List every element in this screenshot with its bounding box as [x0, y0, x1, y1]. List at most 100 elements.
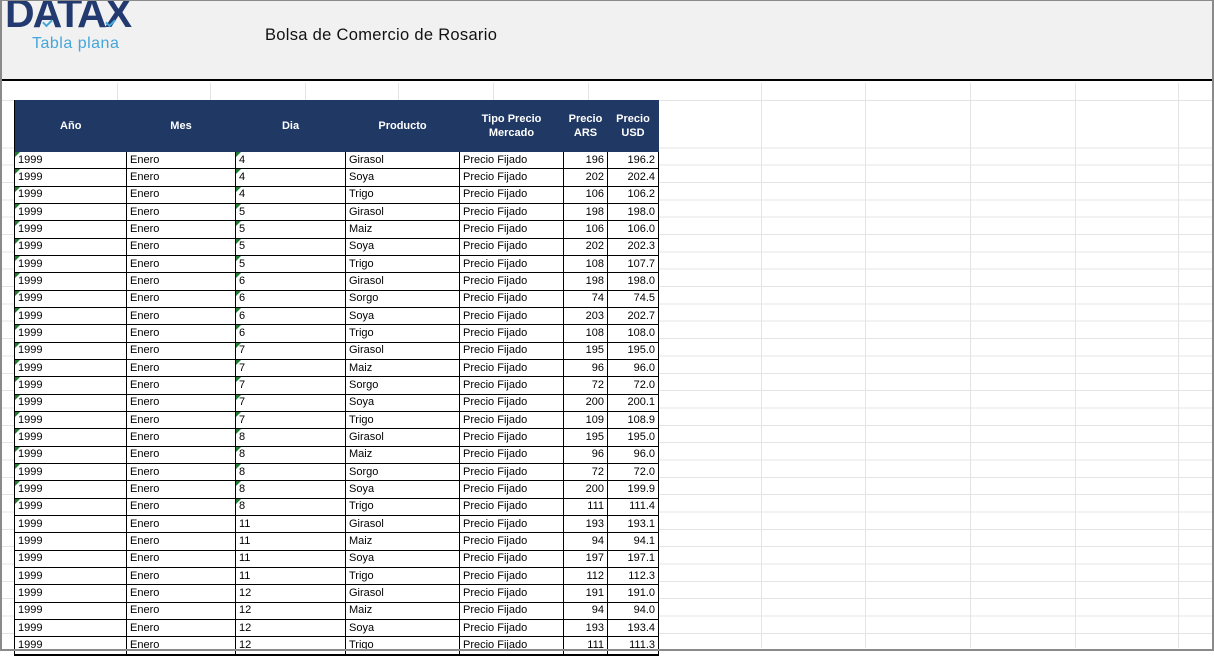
cell-year[interactable]: 1999: [14, 168, 127, 187]
column-header-mes[interactable]: Mes: [126, 100, 236, 152]
cell-price-type[interactable]: Precio Fijado: [459, 584, 564, 603]
cell-month[interactable]: Enero: [126, 428, 236, 447]
cell-month[interactable]: Enero: [126, 324, 236, 343]
cell-price-type[interactable]: Precio Fijado: [459, 342, 564, 360]
cell-month[interactable]: Enero: [126, 290, 236, 308]
cell-price-usd[interactable]: 108.0: [607, 324, 659, 343]
cell-day[interactable]: 5: [235, 220, 346, 239]
cell-price-usd[interactable]: 112.3: [607, 567, 659, 586]
cell-price-usd[interactable]: 106.0: [607, 220, 659, 239]
cell-price-ars[interactable]: 94: [563, 602, 608, 620]
cell-product[interactable]: Maiz: [345, 359, 460, 378]
cell-day[interactable]: 7: [235, 376, 346, 395]
cell-price-usd[interactable]: 74.5: [607, 290, 659, 308]
cell-day[interactable]: 6: [235, 307, 346, 326]
cell-price-ars[interactable]: 112: [563, 567, 608, 586]
cell-price-type[interactable]: Precio Fijado: [459, 220, 564, 239]
cell-product[interactable]: Sorgo: [345, 376, 460, 395]
cell-day[interactable]: 11: [235, 550, 346, 568]
cell-month[interactable]: Enero: [126, 480, 236, 499]
cell-price-type[interactable]: Precio Fijado: [459, 428, 564, 447]
cell-day[interactable]: 6: [235, 272, 346, 291]
cell-day[interactable]: 4: [235, 186, 346, 204]
cell-day[interactable]: 7: [235, 394, 346, 412]
cell-product[interactable]: Trigo: [345, 255, 460, 274]
cell-price-ars[interactable]: 96: [563, 446, 608, 464]
cell-year[interactable]: 1999: [14, 220, 127, 239]
cell-product[interactable]: Sorgo: [345, 463, 460, 482]
cell-price-usd[interactable]: 72.0: [607, 376, 659, 395]
cell-price-type[interactable]: Precio Fijado: [459, 619, 564, 638]
cell-product[interactable]: Trigo: [345, 636, 460, 656]
cell-price-usd[interactable]: 200.1: [607, 394, 659, 412]
cell-day[interactable]: 6: [235, 324, 346, 343]
column-header-tipo-precio-mercado[interactable]: Tipo Precio Mercado: [459, 100, 564, 152]
cell-day[interactable]: 5: [235, 255, 346, 274]
cell-price-type[interactable]: Precio Fijado: [459, 515, 564, 534]
cell-year[interactable]: 1999: [14, 342, 127, 360]
cell-product[interactable]: Girasol: [345, 584, 460, 603]
cell-month[interactable]: Enero: [126, 168, 236, 187]
cell-price-ars[interactable]: 202: [563, 238, 608, 256]
cell-price-ars[interactable]: 106: [563, 186, 608, 204]
cell-product[interactable]: Trigo: [345, 324, 460, 343]
cell-price-type[interactable]: Precio Fijado: [459, 272, 564, 291]
cell-product[interactable]: Soya: [345, 238, 460, 256]
cell-price-usd[interactable]: 196.2: [607, 152, 659, 170]
cell-price-usd[interactable]: 191.0: [607, 584, 659, 603]
cell-price-ars[interactable]: 193: [563, 515, 608, 534]
cell-day[interactable]: 7: [235, 359, 346, 378]
cell-price-usd[interactable]: 96.0: [607, 446, 659, 464]
cell-year[interactable]: 1999: [14, 584, 127, 603]
cell-month[interactable]: Enero: [126, 307, 236, 326]
cell-month[interactable]: Enero: [126, 359, 236, 378]
cell-day[interactable]: 8: [235, 480, 346, 499]
cell-month[interactable]: Enero: [126, 255, 236, 274]
cell-price-ars[interactable]: 200: [563, 394, 608, 412]
column-header-precio-ars[interactable]: Precio ARS: [563, 100, 608, 152]
cell-year[interactable]: 1999: [14, 532, 127, 551]
cell-price-type[interactable]: Precio Fijado: [459, 186, 564, 204]
cell-product[interactable]: Girasol: [345, 203, 460, 222]
cell-day[interactable]: 5: [235, 238, 346, 256]
cell-day[interactable]: 7: [235, 342, 346, 360]
cell-price-type[interactable]: Precio Fijado: [459, 290, 564, 308]
cell-month[interactable]: Enero: [126, 152, 236, 170]
cell-price-ars[interactable]: 203: [563, 307, 608, 326]
cell-product[interactable]: Girasol: [345, 428, 460, 447]
cell-month[interactable]: Enero: [126, 272, 236, 291]
cell-price-usd[interactable]: 197.1: [607, 550, 659, 568]
cell-price-ars[interactable]: 196: [563, 152, 608, 170]
cell-year[interactable]: 1999: [14, 602, 127, 620]
cell-price-usd[interactable]: 94.0: [607, 602, 659, 620]
cell-year[interactable]: 1999: [14, 619, 127, 638]
cell-price-type[interactable]: Precio Fijado: [459, 550, 564, 568]
cell-price-ars[interactable]: 96: [563, 359, 608, 378]
cell-price-ars[interactable]: 195: [563, 342, 608, 360]
cell-day[interactable]: 12: [235, 619, 346, 638]
cell-year[interactable]: 1999: [14, 376, 127, 395]
cell-price-type[interactable]: Precio Fijado: [459, 636, 564, 656]
cell-year[interactable]: 1999: [14, 463, 127, 482]
cell-product[interactable]: Girasol: [345, 272, 460, 291]
cell-year[interactable]: 1999: [14, 446, 127, 464]
cell-price-usd[interactable]: 108.9: [607, 411, 659, 430]
cell-price-ars[interactable]: 108: [563, 324, 608, 343]
cell-product[interactable]: Soya: [345, 480, 460, 499]
cell-day[interactable]: 8: [235, 463, 346, 482]
cell-month[interactable]: Enero: [126, 220, 236, 239]
cell-price-ars[interactable]: 74: [563, 290, 608, 308]
cell-price-usd[interactable]: 202.7: [607, 307, 659, 326]
cell-product[interactable]: Girasol: [345, 342, 460, 360]
cell-day[interactable]: 7: [235, 411, 346, 430]
cell-price-usd[interactable]: 94.1: [607, 532, 659, 551]
cell-price-usd[interactable]: 202.3: [607, 238, 659, 256]
cell-year[interactable]: 1999: [14, 428, 127, 447]
cell-price-ars[interactable]: 195: [563, 428, 608, 447]
cell-price-usd[interactable]: 96.0: [607, 359, 659, 378]
cell-year[interactable]: 1999: [14, 186, 127, 204]
cell-price-type[interactable]: Precio Fijado: [459, 238, 564, 256]
cell-year[interactable]: 1999: [14, 359, 127, 378]
cell-price-ars[interactable]: 191: [563, 584, 608, 603]
cell-day[interactable]: 12: [235, 636, 346, 656]
